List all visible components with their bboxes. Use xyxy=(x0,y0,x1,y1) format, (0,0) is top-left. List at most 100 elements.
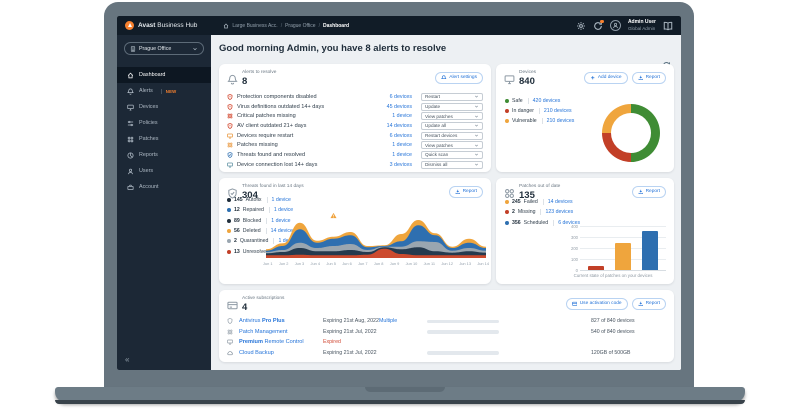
legend-dot xyxy=(505,119,509,123)
devices-report-button[interactable]: Report xyxy=(631,72,666,84)
sidebar-item-label: Devices xyxy=(139,104,159,110)
threats-area-chart xyxy=(263,214,489,260)
brand-bold: Avast xyxy=(138,22,156,29)
add-device-button[interactable]: Add device xyxy=(583,72,628,84)
threats-count: 304 xyxy=(242,190,258,201)
sidebar-item-label: Dashboard xyxy=(139,72,166,78)
legend-devices-link[interactable]: 210 devices xyxy=(541,118,574,124)
sidebar-item-dashboard[interactable]: Dashboard xyxy=(117,67,211,83)
resources-icon[interactable] xyxy=(663,21,673,31)
devices-count-link[interactable]: 1 device xyxy=(392,113,412,120)
subscription-expiry: Expiring 21st Jul, 2022 xyxy=(323,349,377,356)
shield-icon xyxy=(227,318,233,325)
sidebar-item-users[interactable]: Users xyxy=(117,163,211,179)
subscription-name[interactable]: Patch Management xyxy=(239,328,288,335)
sidebar-item-alerts[interactable]: Alerts NEW xyxy=(117,83,211,99)
legend-devices-link[interactable]: 1 device xyxy=(266,217,291,224)
sidebar-item-policies[interactable]: Policies xyxy=(117,115,211,131)
selected-action: Update xyxy=(425,104,441,110)
sidebar-item-label: Alerts xyxy=(139,88,153,94)
devices-count-link[interactable]: 14 devices xyxy=(386,122,412,129)
alert-action-select[interactable]: Restart xyxy=(421,92,483,101)
alert-action-select[interactable]: View patches xyxy=(421,112,483,121)
card-title: Devices xyxy=(519,70,537,75)
legend-dot xyxy=(505,99,509,103)
notification-badge xyxy=(600,19,604,23)
multiple-link[interactable]: Multiple xyxy=(379,318,398,325)
legend-count: 89 xyxy=(234,217,240,224)
page-title: Good morning Admin, you have 8 alerts to… xyxy=(219,43,447,54)
legend-row: In danger 210 devices xyxy=(505,106,574,116)
avatar[interactable] xyxy=(609,20,621,31)
devices-count-link[interactable]: 3 devices xyxy=(389,161,412,168)
legend-devices-link[interactable]: 6 devices xyxy=(553,219,580,226)
legend-label: Deleted xyxy=(242,228,261,235)
y-tick-label: 200 xyxy=(571,246,578,251)
chevron-down-icon xyxy=(474,152,479,157)
subscriptions-report-button[interactable]: Report xyxy=(631,298,666,310)
legend-dot xyxy=(227,229,231,234)
subscription-list: Antivirus Pro Plus Expiring 21st Aug, 20… xyxy=(227,316,666,358)
devices-count-link[interactable]: 1 device xyxy=(392,151,412,158)
devices-count-link[interactable]: 1 device xyxy=(392,142,412,149)
credit-card-icon xyxy=(227,298,238,310)
alert-action-select[interactable]: Update xyxy=(421,102,483,111)
legend-label: Repaired xyxy=(242,207,264,214)
subscription-name[interactable]: Cloud Backup xyxy=(239,349,274,356)
devices-count-link[interactable]: 6 devices xyxy=(389,93,412,100)
notifications-icon[interactable] xyxy=(593,19,604,31)
sidebar-item-patches[interactable]: Patches xyxy=(117,131,211,147)
breadcrumb-current: Dashboard xyxy=(322,22,350,29)
y-tick-label: 100 xyxy=(571,257,578,262)
org-selector[interactable]: Prague Office xyxy=(124,42,204,55)
alert-settings-button[interactable]: Alert settings xyxy=(435,72,483,84)
x-tick-label: Jun 1 xyxy=(263,261,273,266)
use-activation-code-button[interactable]: Use activation code xyxy=(565,298,628,310)
legend-devices-link[interactable]: 1 device xyxy=(266,197,291,204)
legend-label: Missing xyxy=(517,209,536,216)
legend-label: Unresolved xyxy=(242,248,270,255)
sidebar-item-account[interactable]: Account xyxy=(117,179,211,195)
legend-devices-link[interactable]: 123 devices xyxy=(540,209,573,216)
bell-icon xyxy=(127,87,134,95)
devices-count-link[interactable]: 45 devices xyxy=(386,103,412,110)
sidebar-item-reports[interactable]: Reports xyxy=(117,147,211,163)
subscription-name[interactable]: Antivirus Pro Plus xyxy=(239,318,285,325)
subscriptions-count: 4 xyxy=(242,302,248,313)
legend-devices-link[interactable]: 14 devices xyxy=(542,199,573,206)
legend-devices-link[interactable]: 210 devices xyxy=(538,108,572,114)
legend-label: In danger xyxy=(512,108,534,114)
breadcrumb-item[interactable]: Prague Office xyxy=(285,22,316,29)
patches-icon xyxy=(504,186,515,198)
threats-report-button[interactable]: Report xyxy=(448,186,483,198)
alert-action-select[interactable]: Dismiss all xyxy=(421,160,483,169)
sidebar-collapse-button[interactable]: « xyxy=(125,355,130,364)
warning-marker-icon xyxy=(330,206,337,219)
x-tick-label: Jun 6 xyxy=(342,261,352,266)
legend-devices-link[interactable]: 420 devices xyxy=(527,98,560,104)
legend-devices-link[interactable]: 1 device xyxy=(268,207,293,214)
legend-count: 2 xyxy=(234,238,237,245)
devices-count-link[interactable]: 6 devices xyxy=(389,132,412,139)
bar-failed xyxy=(615,243,631,270)
org-selector-label: Prague Office xyxy=(139,45,172,52)
gear-icon[interactable] xyxy=(576,21,586,31)
legend-devices-link[interactable]: 14 devices xyxy=(265,228,295,235)
new-badge: NEW xyxy=(160,88,177,94)
patches-report-button[interactable]: Report xyxy=(631,186,666,198)
patches-count: 135 xyxy=(519,190,535,201)
alert-action-select[interactable]: View patches xyxy=(421,141,483,150)
gridline xyxy=(580,226,666,227)
alert-action-select[interactable]: Quick scan xyxy=(421,150,483,159)
y-tick-label: 300 xyxy=(571,235,578,240)
monitor-icon xyxy=(504,72,515,85)
subscription-name[interactable]: Premium Remote Control xyxy=(239,339,304,346)
legend-count: 2 xyxy=(512,209,515,216)
alert-action-select[interactable]: Update all xyxy=(421,121,483,130)
user-menu[interactable]: Admin User Global Admin xyxy=(628,20,656,31)
credit-card-icon xyxy=(571,301,578,307)
alert-action-select[interactable]: Restart devices xyxy=(421,131,483,140)
sidebar-item-devices[interactable]: Devices xyxy=(117,99,211,115)
chevron-down-icon xyxy=(474,114,479,119)
breadcrumb-item[interactable]: Large Business Acc. xyxy=(232,22,278,29)
